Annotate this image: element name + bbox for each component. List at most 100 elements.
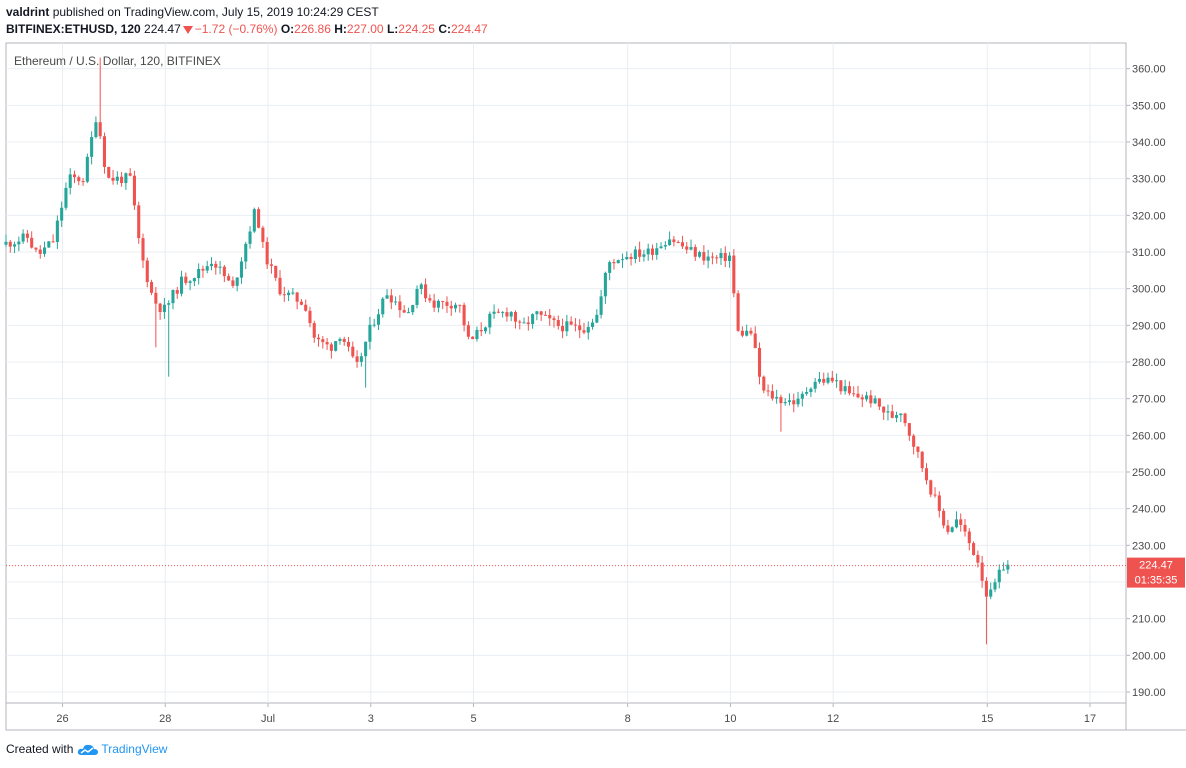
candle-body xyxy=(616,260,620,264)
candle-body xyxy=(531,314,535,325)
candle xyxy=(479,322,483,337)
candle xyxy=(539,310,543,321)
candle xyxy=(659,242,663,249)
candle-body xyxy=(967,531,971,544)
candle-body xyxy=(916,446,920,452)
candle-body xyxy=(561,326,565,332)
candle-body xyxy=(411,304,415,313)
candle-body xyxy=(94,122,98,138)
candle-body xyxy=(107,166,111,178)
candle xyxy=(141,233,145,269)
candle xyxy=(338,337,342,345)
candle-body xyxy=(509,312,513,317)
candle-body xyxy=(239,261,244,278)
candle-body xyxy=(282,294,286,296)
candle-body xyxy=(102,136,107,167)
candle-body xyxy=(188,281,192,283)
candle-body xyxy=(1006,564,1010,570)
candle xyxy=(8,239,12,253)
candle xyxy=(565,314,569,337)
candle-body xyxy=(252,209,256,232)
candle-body xyxy=(997,569,1001,583)
candle xyxy=(890,404,894,419)
candle-body xyxy=(432,300,436,308)
candle xyxy=(954,511,958,529)
candle xyxy=(770,384,774,401)
time-tick-label: 15 xyxy=(981,713,993,725)
candle-body xyxy=(843,386,847,392)
candle xyxy=(689,239,693,251)
candle-body xyxy=(608,262,612,273)
countdown-label: 01:35:35 xyxy=(1135,575,1178,587)
candle-body xyxy=(346,341,351,347)
grid-lines xyxy=(6,43,1126,703)
candle-body xyxy=(809,388,813,393)
candle xyxy=(411,304,415,315)
candle xyxy=(102,132,107,174)
time-axis[interactable]: 26 28 Jul 3 5 8 10 12 15 17 xyxy=(56,703,1096,725)
candle xyxy=(886,404,890,421)
candle-body xyxy=(274,265,278,278)
low-label: L: xyxy=(386,22,399,36)
candle xyxy=(201,265,205,278)
candle xyxy=(873,395,877,405)
candle-body xyxy=(920,451,924,469)
candle-body xyxy=(141,238,145,261)
candle xyxy=(629,253,633,266)
candle-body xyxy=(385,295,389,299)
candle xyxy=(800,391,804,407)
candle-body xyxy=(244,243,248,262)
candle xyxy=(308,306,312,328)
candle xyxy=(736,290,740,332)
candle-body xyxy=(441,300,445,302)
created-with-text: Created with xyxy=(6,742,74,756)
candle-body xyxy=(449,305,453,309)
candle xyxy=(556,315,560,330)
candle xyxy=(402,305,406,313)
candle-body xyxy=(942,510,946,526)
candle-body xyxy=(933,494,937,496)
candle xyxy=(376,308,381,331)
candle xyxy=(346,337,351,352)
candle xyxy=(865,391,869,402)
author-name[interactable]: valdrint xyxy=(6,5,50,19)
candle xyxy=(372,318,376,328)
candle xyxy=(710,252,714,265)
candle xyxy=(364,341,368,388)
candle-body xyxy=(912,435,916,447)
candle xyxy=(894,411,899,423)
candle xyxy=(882,406,886,420)
candle xyxy=(124,172,128,190)
high-value: 227.00 xyxy=(346,22,384,36)
candle-body xyxy=(406,312,410,314)
price-tick-label: 200.00 xyxy=(1132,650,1166,662)
candle xyxy=(85,153,89,184)
candle-body xyxy=(775,397,779,399)
candle-body xyxy=(197,268,201,279)
published-text: published on TradingView.com, July 15, 2… xyxy=(52,5,379,19)
candle-body xyxy=(424,284,428,299)
candle-body xyxy=(946,525,950,532)
candle-body xyxy=(676,242,680,244)
candle xyxy=(924,463,929,485)
candle xyxy=(929,479,933,498)
candle-body xyxy=(389,295,393,303)
candle xyxy=(787,393,792,406)
candle xyxy=(17,236,21,252)
candle xyxy=(197,263,201,285)
tradingview-logo[interactable]: TradingView xyxy=(77,742,167,756)
price-change: −1.72 (−0.76%) xyxy=(194,22,278,36)
candle xyxy=(522,317,526,324)
candle xyxy=(287,290,291,302)
candle-body xyxy=(132,175,136,206)
candle xyxy=(436,299,440,313)
close-value: 224.47 xyxy=(450,22,488,36)
candle-body xyxy=(839,380,843,392)
candle xyxy=(428,294,432,303)
candle xyxy=(728,252,732,268)
time-tick-label: 26 xyxy=(56,713,68,725)
price-tick-label: 250.00 xyxy=(1132,467,1166,479)
candle-body xyxy=(316,337,321,340)
candle-body xyxy=(719,252,723,259)
